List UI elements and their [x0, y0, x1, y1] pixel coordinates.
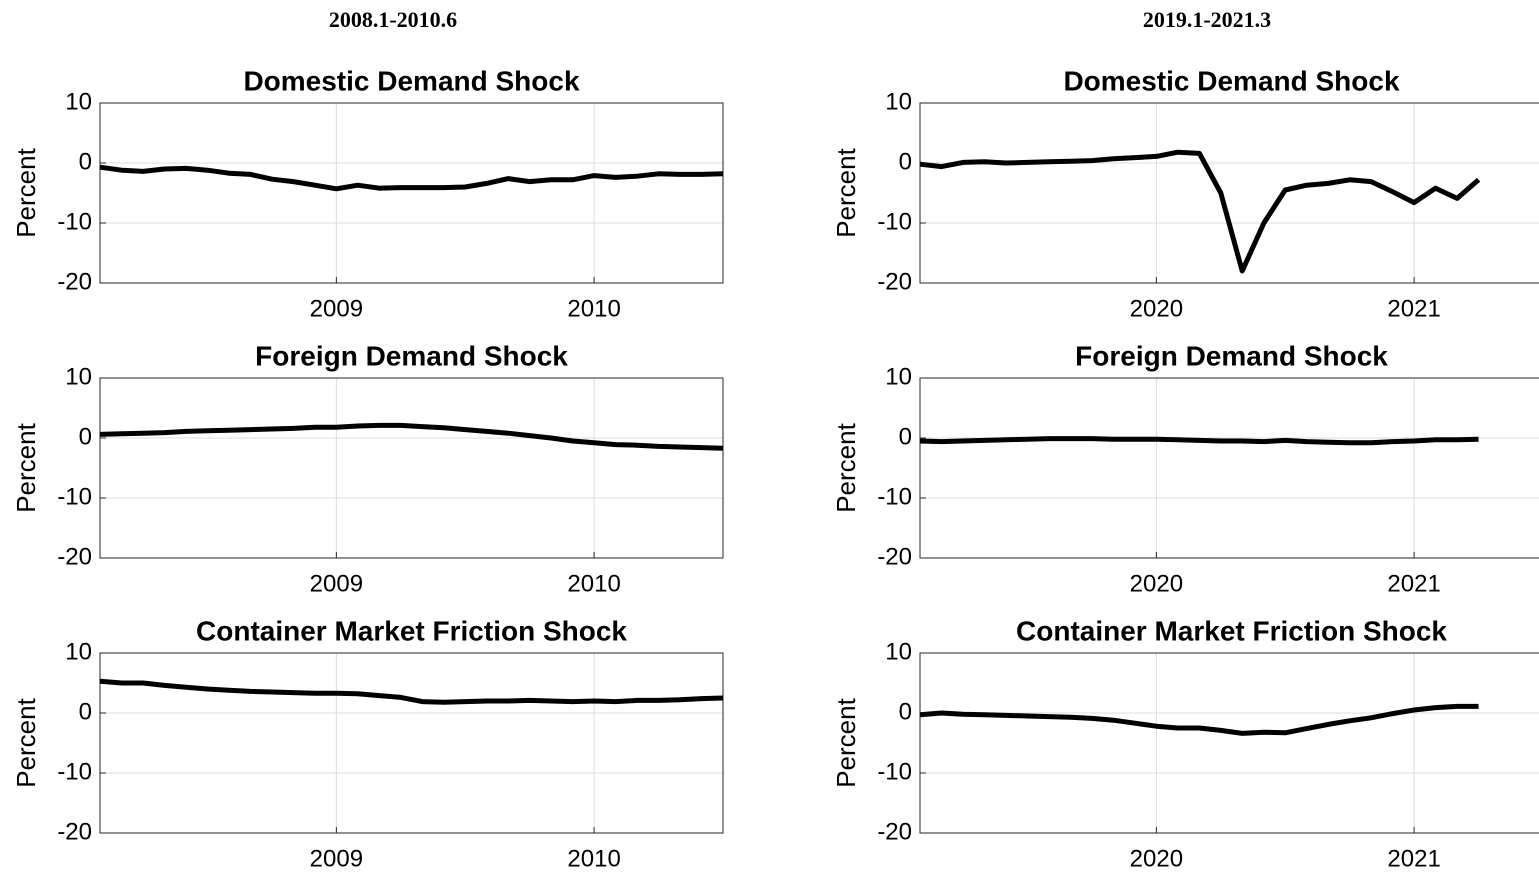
- y-tick-label: 0: [79, 423, 92, 450]
- y-tick-label: 0: [899, 423, 912, 450]
- series-line: [99, 678, 724, 705]
- x-tick-label: 2021: [1387, 570, 1440, 597]
- plot-area: [100, 378, 723, 558]
- y-tick-label: -10: [57, 758, 92, 785]
- axes-frame: [919, 102, 1539, 284]
- x-tick-label: 2021: [1387, 845, 1440, 872]
- series-line: [919, 703, 1479, 736]
- column-title: 2008.1-2010.6: [329, 7, 457, 32]
- y-tick-label: 10: [885, 363, 912, 390]
- y-tick-label: -10: [877, 758, 912, 785]
- y-axis-label: Percent: [11, 697, 41, 787]
- x-tick-label: 2010: [567, 295, 620, 322]
- axes-frame: [919, 377, 1539, 559]
- column-title: 2019.1-2021.3: [1143, 7, 1271, 32]
- plot-area: [920, 378, 1539, 558]
- chart-title: Domestic Demand Shock: [243, 65, 580, 96]
- y-tick-label: 0: [899, 698, 912, 725]
- y-axis-label: Percent: [11, 147, 41, 237]
- y-axis-label: Percent: [831, 147, 861, 237]
- x-tick-label: 2010: [567, 845, 620, 872]
- y-tick-label: -20: [57, 818, 92, 845]
- y-tick-label: -20: [57, 268, 92, 295]
- x-tick-label: 2020: [1130, 845, 1183, 872]
- series-line: [99, 164, 724, 192]
- x-tick-label: 2020: [1130, 570, 1183, 597]
- axes-frame: [919, 652, 1539, 834]
- y-axis-label: Percent: [831, 422, 861, 512]
- y-tick-label: 10: [65, 88, 92, 115]
- y-tick-label: 10: [885, 638, 912, 665]
- plot-area: [920, 103, 1539, 283]
- x-tick-label: 2020: [1130, 295, 1183, 322]
- y-tick-label: -10: [57, 208, 92, 235]
- plot-area: [100, 653, 723, 833]
- axes-frame: [99, 652, 724, 834]
- y-tick-label: -20: [877, 543, 912, 570]
- y-axis-label: Percent: [831, 697, 861, 787]
- series-line: [99, 422, 724, 451]
- chart-title: Foreign Demand Shock: [255, 340, 568, 371]
- y-tick-label: 10: [65, 363, 92, 390]
- x-tick-label: 2009: [310, 295, 363, 322]
- y-tick-label: -20: [57, 543, 92, 570]
- y-tick-label: 0: [899, 148, 912, 175]
- y-tick-label: 10: [885, 88, 912, 115]
- chart-title: Domestic Demand Shock: [1063, 65, 1400, 96]
- chart-title: Container Market Friction Shock: [196, 615, 627, 646]
- y-tick-label: -20: [877, 268, 912, 295]
- x-tick-label: 2009: [310, 845, 363, 872]
- axes-frame: [99, 102, 724, 284]
- x-tick-label: 2009: [310, 570, 363, 597]
- y-tick-label: -10: [877, 208, 912, 235]
- y-tick-label: -20: [877, 818, 912, 845]
- series-line: [919, 436, 1479, 446]
- y-axis-label: Percent: [11, 422, 41, 512]
- x-tick-label: 2010: [567, 570, 620, 597]
- x-tick-label: 2021: [1387, 295, 1440, 322]
- series-line: [919, 149, 1481, 274]
- plot-area: [920, 653, 1539, 833]
- chart-title: Foreign Demand Shock: [1075, 340, 1388, 371]
- plot-area: [100, 103, 723, 283]
- y-tick-label: 0: [79, 148, 92, 175]
- y-tick-label: -10: [877, 483, 912, 510]
- y-tick-label: 0: [79, 698, 92, 725]
- chart-title: Container Market Friction Shock: [1016, 615, 1447, 646]
- axes-frame: [99, 377, 724, 559]
- y-tick-label: -10: [57, 483, 92, 510]
- y-tick-label: 10: [65, 638, 92, 665]
